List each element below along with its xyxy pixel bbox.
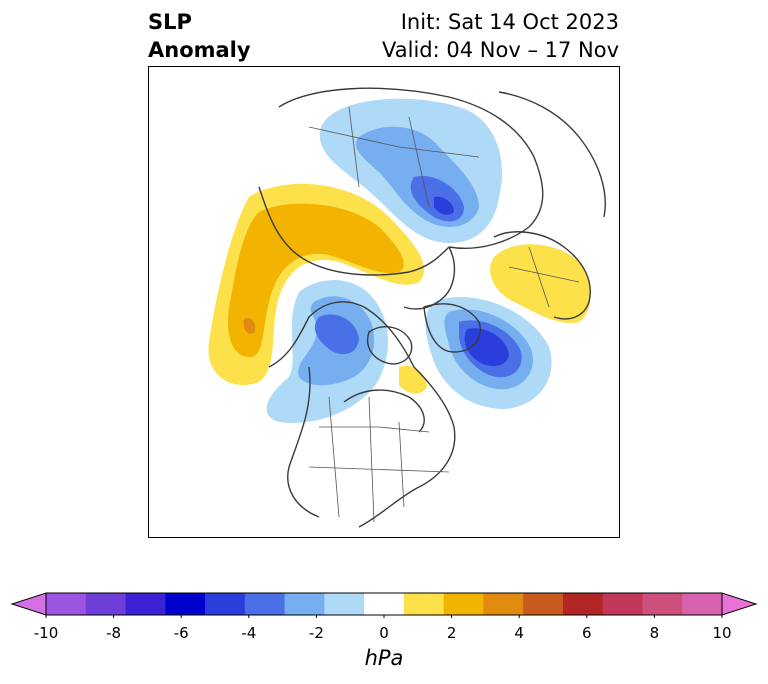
colorbar-segment [443, 593, 484, 615]
title-variable: SLP [148, 10, 192, 34]
political-borders [308, 106, 580, 523]
colorbar-unit: hPa [364, 646, 404, 670]
colorbar-segment [205, 593, 246, 615]
colorbar-segment [284, 593, 325, 615]
colorbar-extend-max [721, 592, 758, 616]
map-title: SLP Anomaly [148, 8, 251, 64]
map-dates: Init: Sat 14 Oct 2023 Valid: 04 Nov – 17… [382, 8, 619, 64]
colorbar-tick-label: 0 [379, 624, 389, 642]
colorbar-segment [46, 593, 87, 615]
colorbar-extend-min [10, 592, 47, 616]
colorbar [10, 592, 758, 618]
colorbar-segment [562, 593, 604, 615]
colorbar-segment [403, 593, 445, 615]
colorbar-tick-label: 6 [582, 624, 592, 642]
colorbar-tick-label: 10 [712, 624, 732, 642]
colorbar-segment [244, 593, 286, 615]
colorbar-tick-label: 4 [514, 624, 524, 642]
colorbar-segment [165, 593, 206, 615]
colorbar-tick-label: -8 [106, 624, 122, 642]
anomaly-na-west-low [266, 280, 389, 423]
colorbar-tick-label: 2 [446, 624, 457, 642]
title-type: Anomaly [148, 38, 251, 62]
valid-range: Valid: 04 Nov – 17 Nov [382, 38, 619, 62]
colorbar-segment [85, 593, 127, 615]
colorbar-segment [324, 593, 365, 615]
colorbar-segment [125, 593, 166, 615]
colorbar-tick-label: -4 [241, 624, 257, 642]
colorbar-segment [682, 593, 723, 615]
colorbar-tick-label: 8 [649, 624, 660, 642]
anomaly-hudson-high [399, 365, 427, 394]
colorbar-segment [642, 593, 683, 615]
map-svg [208, 87, 606, 528]
colorbar-segment [602, 593, 643, 615]
colorbar-segment [523, 593, 564, 615]
colorbar-tick-label: -6 [173, 624, 189, 642]
map-panel [148, 66, 620, 538]
anomaly-labrador-low [425, 297, 552, 409]
anomaly-siberia-low [319, 98, 503, 243]
colorbar-tick-label: -10 [33, 624, 59, 642]
coastlines [258, 87, 606, 528]
colorbar-tick-label: -2 [308, 624, 324, 642]
colorbar-segment [483, 593, 524, 615]
anomaly-europe-high [490, 244, 591, 323]
init-date: Init: Sat 14 Oct 2023 [400, 10, 619, 34]
anomaly-north-pacific-high [208, 183, 425, 386]
colorbar-segment [364, 593, 405, 615]
